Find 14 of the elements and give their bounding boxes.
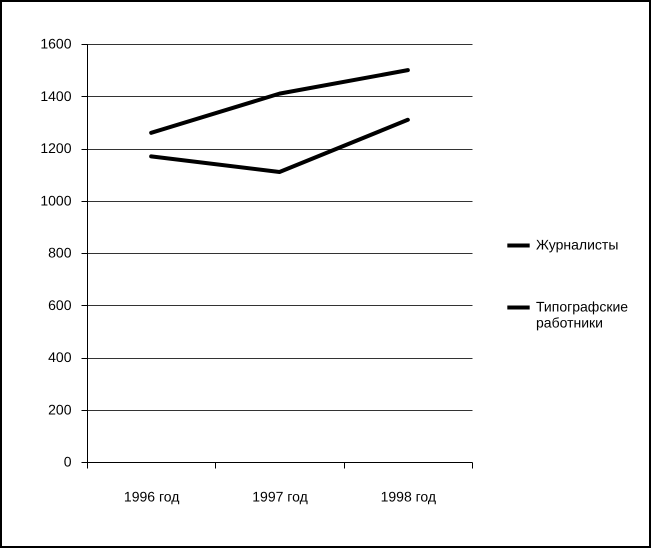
y-tick-label: 800 xyxy=(48,244,72,260)
legend-label: Типографские работники xyxy=(536,298,628,330)
y-tick-label: 1600 xyxy=(40,36,72,52)
y-tick-label: 600 xyxy=(48,296,72,313)
y-tick-label: 1200 xyxy=(40,140,72,156)
y-tick-label: 0 xyxy=(64,454,72,470)
y-tick-label: 1400 xyxy=(40,88,72,104)
x-tick-label: 1996 год xyxy=(124,488,180,504)
legend-label: Журналисты xyxy=(536,236,618,252)
x-tick-label: 1998 год xyxy=(380,488,436,504)
y-tick-label: 400 xyxy=(48,349,72,365)
x-tick-label: 1997 год xyxy=(252,488,308,504)
y-tick-label: 200 xyxy=(48,401,72,418)
y-tick-label: 1000 xyxy=(40,192,72,208)
